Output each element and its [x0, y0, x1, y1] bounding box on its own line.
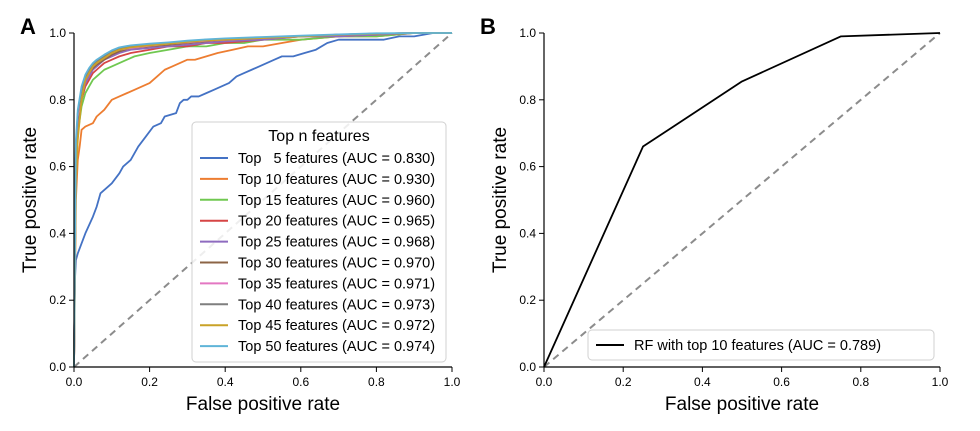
series-line-2 — [73, 32, 452, 368]
legend-entry-6: Top 35 features (AUC = 0.971) — [238, 276, 435, 292]
panel-letter: B — [480, 14, 496, 39]
legend: Top n features Top 5 features (AUC = 0.83… — [191, 121, 447, 363]
legend: RF with top 10 features (AUC = 0.789) — [587, 329, 935, 361]
y-tick-label: 0.6 — [49, 160, 66, 174]
x-tick-label: 0.0 — [66, 375, 83, 389]
x-tick-label: 0.6 — [773, 375, 790, 389]
y-tick-label: 0.8 — [519, 93, 536, 107]
panel-letter: A — [20, 14, 36, 39]
legend-entry-0: Top 5 features (AUC = 0.830) — [238, 151, 435, 167]
x-tick-label: 1.0 — [444, 375, 461, 389]
legend-entry-3: Top 20 features (AUC = 0.965) — [238, 214, 435, 230]
x-tick-label: 0.0 — [536, 375, 553, 389]
y-tick-label: 0.2 — [49, 293, 66, 307]
y-tick-label: 0.0 — [49, 360, 66, 374]
x-tick-label: 1.0 — [932, 375, 949, 389]
legend-entry-0: RF with top 10 features (AUC = 0.789) — [634, 338, 881, 354]
panel-a: A 0.0 0.2 0.4 0.6 0.8 1.0 0.0 0.2 0.4 0.6 0.8 1.0 Fal… — [20, 14, 461, 415]
legend-entry-5: Top 30 features (AUC = 0.970) — [238, 256, 435, 272]
y-tick-label: 0.0 — [519, 360, 536, 374]
x-tick-label: 0.8 — [852, 375, 869, 389]
x-tick-label: 0.6 — [292, 375, 309, 389]
legend-entry-1: Top 10 features (AUC = 0.930) — [238, 172, 435, 188]
panel-b: B 0.0 0.2 0.4 0.6 0.8 1.0 0.0 0.2 0.4 0.6 0.8 1.0 Fal… — [480, 14, 949, 415]
x-tick-label: 0.4 — [217, 375, 234, 389]
y-tick-label: 0.4 — [519, 226, 536, 240]
legend-entry-2: Top 15 features (AUC = 0.960) — [238, 193, 435, 209]
legend-box — [587, 329, 935, 361]
series-line-9 — [73, 32, 452, 368]
y-axis-label: True positive rate — [20, 127, 41, 273]
x-tick-label: 0.8 — [368, 375, 385, 389]
legend-box — [191, 121, 447, 363]
legend-entry-8: Top 45 features (AUC = 0.972) — [238, 318, 435, 334]
chance-diagonal-line — [543, 32, 941, 368]
y-tick-label: 1.0 — [49, 26, 66, 40]
x-tick-label: 0.4 — [694, 375, 711, 389]
y-tick-label: 1.0 — [519, 26, 536, 40]
y-tick-label: 0.4 — [49, 226, 66, 240]
legend-entry-9: Top 50 features (AUC = 0.974) — [238, 339, 435, 355]
series-line-0 — [543, 32, 941, 368]
x-axis-label: False positive rate — [186, 394, 340, 415]
y-tick-label: 0.6 — [519, 160, 536, 174]
x-tick-label: 0.2 — [615, 375, 632, 389]
y-axis-label: True positive rate — [490, 127, 511, 273]
legend-entry-4: Top 25 features (AUC = 0.968) — [238, 235, 435, 251]
y-tick-label: 0.2 — [519, 293, 536, 307]
legend-title: Top n features — [268, 128, 369, 145]
series-line-1 — [73, 32, 452, 368]
x-axis-label: False positive rate — [665, 394, 819, 415]
legend-entry-7: Top 40 features (AUC = 0.973) — [238, 297, 435, 313]
series-line-0 — [73, 32, 452, 368]
x-tick-label: 0.2 — [141, 375, 158, 389]
y-tick-label: 0.8 — [49, 93, 66, 107]
